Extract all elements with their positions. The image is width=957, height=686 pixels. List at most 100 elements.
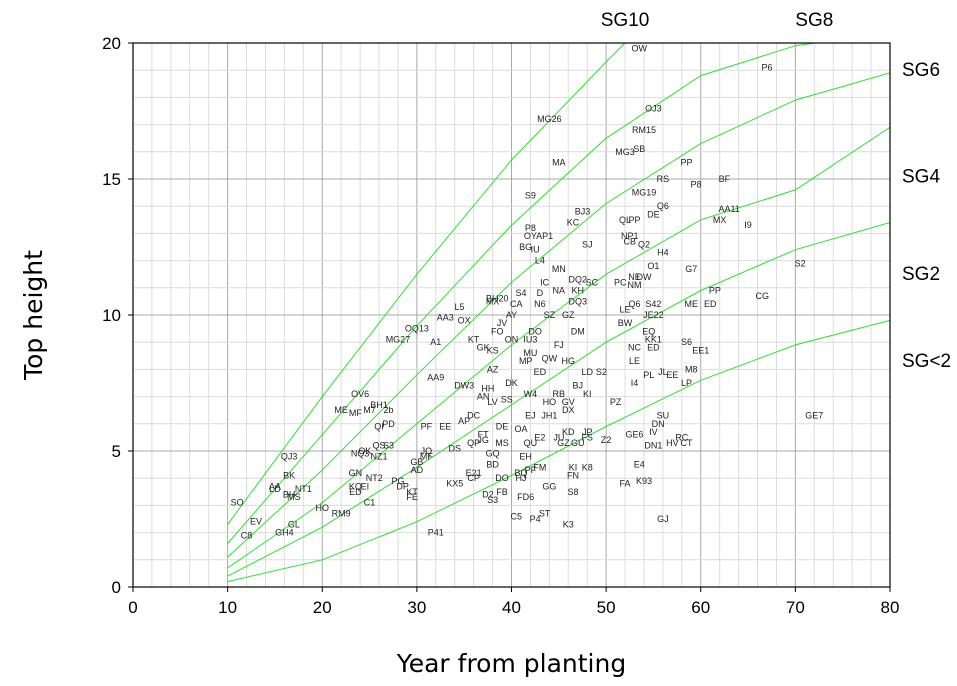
data-point-label: SJ (582, 239, 593, 249)
curve-label: SG<2 (902, 351, 951, 372)
data-point-label: FT (478, 430, 489, 440)
data-point-label: FB (496, 487, 508, 497)
data-point-label: GE7 (805, 411, 823, 421)
data-point-label: BK (283, 470, 295, 480)
data-point-label: MG3 (615, 147, 635, 157)
data-point-label: W4 (524, 389, 538, 399)
data-point-label: S3 (487, 495, 498, 505)
curve-label: SG4 (902, 166, 940, 187)
data-point-label: M8 (685, 364, 698, 374)
data-point-label: PD (382, 419, 395, 429)
site-class-curve (227, 222, 891, 577)
data-point-label: DW3 (454, 381, 474, 391)
y-tick-label: 10 (102, 306, 121, 325)
data-point-label: RC (675, 432, 688, 442)
site-class-curves (227, 42, 891, 583)
site-class-curve (227, 42, 815, 544)
data-point-label: AD (411, 465, 424, 475)
data-point-label: SZ (544, 310, 556, 320)
x-tick-label: 70 (786, 598, 805, 617)
data-point-label: ED (534, 367, 547, 377)
data-point-label: GL (288, 519, 300, 529)
data-point-label: S6 (681, 337, 692, 347)
data-point-label: LD (581, 367, 593, 377)
data-point-label: EI (361, 481, 370, 491)
data-point-label: FJ (554, 340, 564, 350)
data-point-label: DO (528, 326, 542, 336)
data-point-label: BH20 (486, 294, 509, 304)
data-point-label: GU (571, 438, 585, 448)
data-point-label: IV (649, 427, 658, 437)
data-point-label: BH (283, 490, 296, 500)
data-point-label: DN (652, 419, 665, 429)
x-tick-label: 80 (881, 598, 900, 617)
site-class-curve (227, 319, 891, 583)
data-point-label: QS (373, 441, 386, 451)
data-point-label: CA (510, 299, 523, 309)
data-point-label: NZ1 (371, 451, 388, 461)
data-point-label: S3 (383, 441, 394, 451)
data-point-label: DM (571, 326, 585, 336)
data-point-label: EQ (642, 326, 655, 336)
data-point-label: MF (349, 408, 362, 418)
data-point-label: Q6 (629, 299, 641, 309)
data-point-label: DW (636, 272, 651, 282)
data-point-label: KH (571, 286, 584, 296)
data-point-label: RB (553, 389, 566, 399)
data-point-label: GB (410, 457, 423, 467)
data-point-label: AP1 (536, 231, 553, 241)
data-point-label: GE6 (626, 430, 644, 440)
data-point-label: ME (334, 405, 348, 415)
data-point-label: OW (631, 43, 647, 53)
data-point-label: NQ3 (351, 449, 370, 459)
data-point-label: SB (633, 144, 645, 154)
data-point-label: FD6 (517, 492, 534, 502)
data-point-label: AA11 (718, 204, 739, 214)
data-point-label: PL (643, 370, 654, 380)
data-point-label: MP (519, 356, 533, 366)
data-point-label: E2 (534, 432, 545, 442)
data-point-label: SO (231, 498, 244, 508)
data-point-label: PP (681, 158, 693, 168)
data-point-label: JQ (421, 446, 433, 456)
curve-label: SG8 (795, 10, 833, 31)
data-point-label: EJ (525, 411, 536, 421)
data-point-label: JH1 (541, 411, 557, 421)
data-point-label: DE (496, 422, 509, 432)
data-point-label: GZ (562, 310, 575, 320)
data-point-label: AN (477, 392, 490, 402)
data-point-label: HJ (515, 473, 526, 483)
data-point-label: PF (421, 422, 433, 432)
data-point-label: KI (569, 462, 578, 472)
data-point-label: AP (458, 416, 470, 426)
data-point-label: AA9 (427, 373, 444, 383)
data-point-label: KX5 (446, 479, 463, 489)
data-point-label: P8 (691, 179, 702, 189)
data-point-label: FM (533, 462, 546, 472)
data-point-label: AZ (487, 364, 499, 374)
data-point-label: MG27 (386, 334, 411, 344)
data-point-label: SC (586, 277, 599, 287)
data-point-label: DQ3 (568, 296, 587, 306)
data-point-label: NT1 (295, 484, 312, 494)
data-point-label: ED (349, 487, 362, 497)
data-point-label: QW (542, 354, 558, 364)
data-point-label: KT (406, 487, 418, 497)
data-point-label: L4 (535, 256, 545, 266)
data-point-label: LP (681, 378, 692, 388)
data-point-label: LE (629, 356, 640, 366)
data-point-label: HO (316, 503, 330, 513)
data-point-label: DO (495, 473, 509, 483)
axis-ticks: 0 10 20 30 40 50 60 70 80 0 5 10 15 20 (102, 34, 899, 617)
data-point-label: HG (562, 356, 576, 366)
data-point-label: S42 (645, 299, 661, 309)
data-point-label: CG (756, 291, 770, 301)
data-point-label: E21 (466, 468, 482, 478)
data-point-label: MX (486, 296, 500, 306)
data-point-label: BJ (572, 381, 583, 391)
data-point-label: BW (618, 318, 633, 328)
data-point-label: EE (666, 370, 678, 380)
data-point-label: EH (519, 451, 532, 461)
data-point-label: JL (658, 367, 668, 377)
